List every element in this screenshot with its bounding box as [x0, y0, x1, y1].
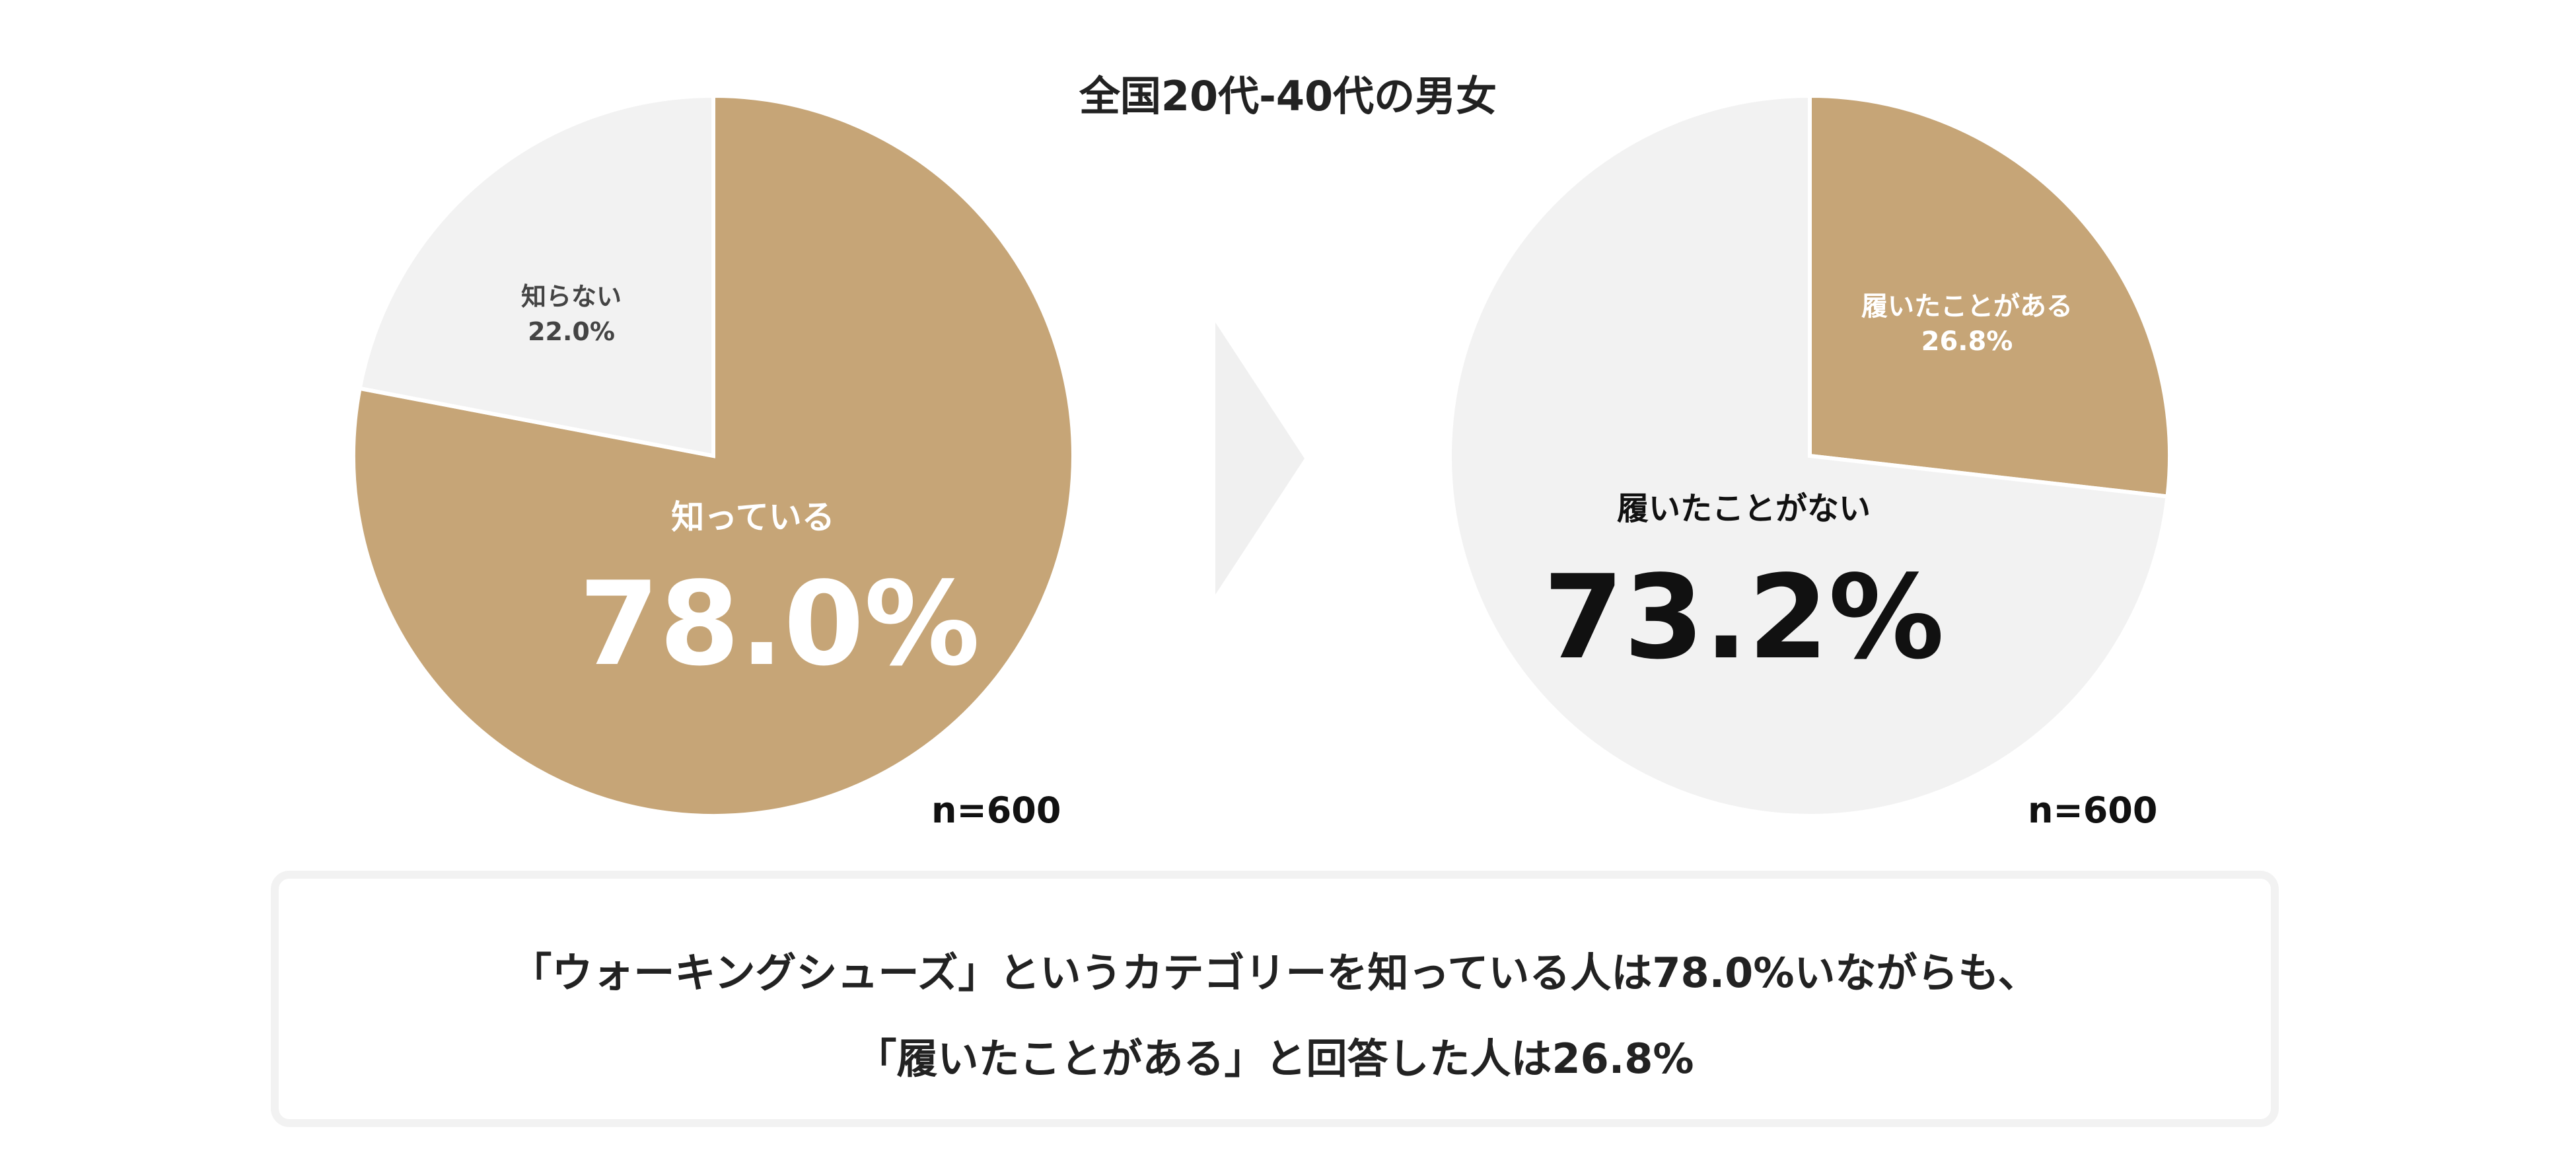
pie-1-slice-1-value: 78.0%	[579, 558, 980, 692]
arrow-right-icon	[1215, 322, 1305, 595]
pie-1-slice-2-value: 22.0%	[528, 317, 615, 346]
sample-size-label-left: n=600	[931, 789, 1061, 831]
pie-2-slice-1-label: 履いたことがある	[1861, 291, 2073, 322]
pie-1-slice-2-label: 知らない	[521, 282, 622, 311]
summary-box: 「ウォーキングシューズ」というカテゴリーを知っている人は78.0%いながらも、 …	[271, 871, 2279, 1127]
chart-title: 全国20代-40代の男女	[1079, 72, 1497, 120]
pie-1-slice-2	[357, 93, 715, 458]
summary-line-1: 「ウォーキングシューズ」というカテゴリーを知っている人は78.0%いながらも、	[511, 949, 2039, 997]
pie-charts: 知っている 78.0% 知らない 22.0% 履いたことがある 26.8% 履いたことがない…	[353, 93, 2172, 818]
pie-2-slice-2	[1448, 93, 2170, 818]
sample-size-label-right: n=600	[2028, 789, 2158, 831]
pie-2-slice-2-value: 73.2%	[1543, 551, 1944, 685]
pie-2-slice-1-value: 26.8%	[1921, 326, 2013, 357]
pie-2-slice-2-label: 履いたことがない	[1617, 490, 1871, 527]
summary-line-2: 「履いたことがある」と回答した人は26.8%	[855, 1035, 1694, 1083]
pie-1-slice-1-label: 知っている	[671, 498, 835, 536]
pie-2-slice-1	[1808, 93, 2172, 499]
